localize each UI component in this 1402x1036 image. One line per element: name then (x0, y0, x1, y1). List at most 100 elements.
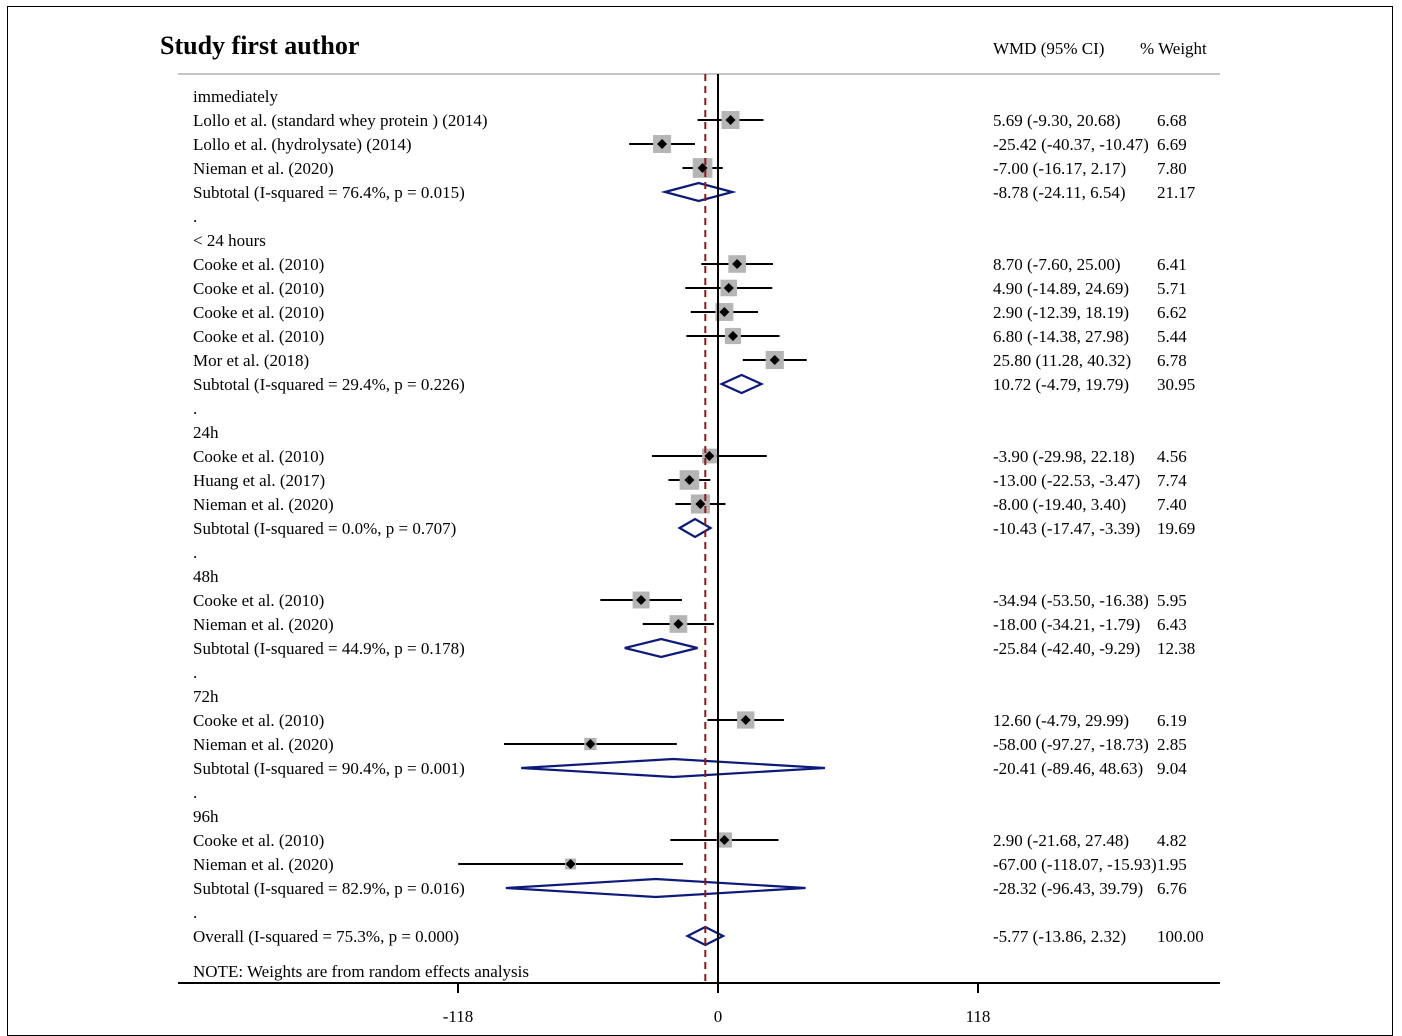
point-estimate (695, 499, 706, 509)
subtotal-label: Subtotal (I-squared = 44.9%, p = 0.178) (193, 639, 465, 658)
point-estimate (684, 475, 695, 485)
subtotal-diamond (521, 757, 826, 779)
point-estimate (723, 283, 734, 293)
point-estimate (740, 715, 751, 725)
weight-text: 2.85 (1157, 735, 1187, 754)
ci-text: 4.90 (-14.89, 24.69) (993, 279, 1129, 298)
weight-text: 12.38 (1157, 639, 1195, 658)
point-estimate (719, 835, 730, 845)
ci-text: 12.60 (-4.79, 29.99) (993, 711, 1129, 730)
subtotal-label: Subtotal (I-squared = 82.9%, p = 0.016) (193, 879, 465, 898)
study-label: Cooke et al. (2010) (193, 303, 324, 322)
ci-text: 5.69 (-9.30, 20.68) (993, 111, 1120, 130)
weight-text: 6.76 (1157, 879, 1187, 898)
subtotal-diamond (505, 877, 806, 899)
weight-text: 6.41 (1157, 255, 1187, 274)
group-label: immediately (193, 87, 278, 106)
point-estimate (657, 139, 668, 149)
header-weight-label: % Weight (1140, 39, 1207, 58)
weight-text: 6.62 (1157, 303, 1187, 322)
study-label: Cooke et al. (2010) (193, 327, 324, 346)
ci-text: 25.80 (11.28, 40.32) (993, 351, 1131, 370)
point-estimate (565, 859, 576, 869)
ci-text: -28.32 (-96.43, 39.79) (993, 879, 1143, 898)
spacer-dot: . (193, 783, 197, 802)
spacer-dot: . (193, 543, 197, 562)
x-tick-label: 118 (966, 1007, 991, 1026)
weight-text: 9.04 (1157, 759, 1187, 778)
ci-text: -34.94 (-53.50, -16.38) (993, 591, 1149, 610)
study-label: Cooke et al. (2010) (193, 711, 324, 730)
point-estimate (727, 331, 738, 341)
ci-text: -25.42 (-40.37, -10.47) (993, 135, 1149, 154)
subtotal-label: Subtotal (I-squared = 0.0%, p = 0.707) (193, 519, 456, 538)
study-label: Nieman et al. (2020) (193, 615, 334, 634)
subtotal-diamond (677, 517, 713, 539)
study-label: Cooke et al. (2010) (193, 255, 324, 274)
weight-text: 5.71 (1157, 279, 1187, 298)
study-label: Lollo et al. (hydrolysate) (2014) (193, 135, 412, 154)
subtotal-label: Subtotal (I-squared = 76.4%, p = 0.015) (193, 183, 465, 202)
ci-text: -67.00 (-118.07, -15.93) (993, 855, 1157, 874)
point-estimate (719, 307, 730, 317)
weight-text: 5.44 (1157, 327, 1187, 346)
ci-text: -8.78 (-24.11, 6.54) (993, 183, 1126, 202)
study-label: Lollo et al. (standard whey protein ) (2… (193, 111, 488, 130)
study-label: Cooke et al. (2010) (193, 447, 324, 466)
ci-text: 2.90 (-12.39, 18.19) (993, 303, 1129, 322)
subtotal-label: Subtotal (I-squared = 29.4%, p = 0.226) (193, 375, 465, 394)
study-label: Cooke et al. (2010) (193, 831, 324, 850)
weight-text: 7.74 (1157, 471, 1187, 490)
ci-text: -5.77 (-13.86, 2.32) (993, 927, 1126, 946)
ci-text: -18.00 (-34.21, -1.79) (993, 615, 1140, 634)
weight-text: 6.68 (1157, 111, 1187, 130)
group-label: 48h (193, 567, 219, 586)
weight-text: 100.00 (1157, 927, 1204, 946)
ci-text: 2.90 (-21.68, 27.48) (993, 831, 1129, 850)
weight-text: 1.95 (1157, 855, 1187, 874)
point-estimate (769, 355, 780, 365)
ci-text: 8.70 (-7.60, 25.00) (993, 255, 1120, 274)
overall-label: Overall (I-squared = 75.3%, p = 0.000) (193, 927, 459, 946)
point-estimate (732, 259, 743, 269)
study-label: Nieman et al. (2020) (193, 735, 334, 754)
spacer-dot: . (193, 207, 197, 226)
point-estimate (704, 451, 715, 461)
weight-text: 30.95 (1157, 375, 1195, 394)
subtotal-diamond (624, 637, 698, 659)
ci-text: -25.84 (-42.40, -9.29) (993, 639, 1140, 658)
weight-text: 7.40 (1157, 495, 1187, 514)
point-estimate (673, 619, 684, 629)
study-label: Nieman et al. (2020) (193, 855, 334, 874)
group-label: 24h (193, 423, 219, 442)
weight-text: 6.78 (1157, 351, 1187, 370)
spacer-dot: . (193, 903, 197, 922)
study-label: Mor et al. (2018) (193, 351, 309, 370)
weight-text: 21.17 (1157, 183, 1196, 202)
study-label: Cooke et al. (2010) (193, 279, 324, 298)
study-label: Cooke et al. (2010) (193, 591, 324, 610)
group-label: < 24 hours (193, 231, 266, 250)
weights-note: NOTE: Weights are from random effects an… (193, 962, 529, 981)
weight-text: 6.19 (1157, 711, 1187, 730)
weight-text: 5.95 (1157, 591, 1187, 610)
header-ci-label: WMD (95% CI) (993, 39, 1104, 58)
weight-text: 4.56 (1157, 447, 1187, 466)
group-label: 72h (193, 687, 219, 706)
ci-text: 10.72 (-4.79, 19.79) (993, 375, 1129, 394)
subtotal-diamond (660, 181, 737, 203)
point-estimate (585, 739, 596, 749)
subtotal-diamond (718, 373, 765, 395)
x-tick-label: -118 (443, 1007, 474, 1026)
weight-text: 19.69 (1157, 519, 1195, 538)
chart-marks: immediately Lollo et al. (standard whey p… (178, 74, 1220, 1026)
ci-text: -13.00 (-22.53, -3.47) (993, 471, 1140, 490)
ci-text: -20.41 (-89.46, 48.63) (993, 759, 1143, 778)
subtotal-label: Subtotal (I-squared = 90.4%, p = 0.001) (193, 759, 465, 778)
spacer-dot: . (193, 399, 197, 418)
point-estimate (636, 595, 647, 605)
ci-text: -7.00 (-16.17, 2.17) (993, 159, 1126, 178)
group-label: 96h (193, 807, 219, 826)
point-estimate (725, 115, 736, 125)
study-label: Nieman et al. (2020) (193, 159, 334, 178)
